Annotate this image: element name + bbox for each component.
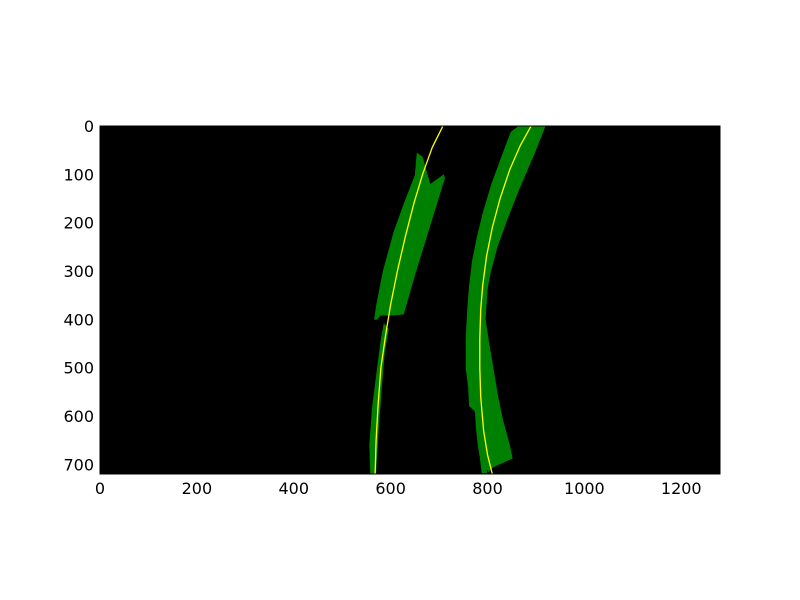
y-tick-label: 700: [63, 455, 94, 474]
x-tick-label: 1000: [564, 479, 605, 498]
plot-background: [100, 126, 720, 474]
right-lane-fit: [479, 125, 532, 475]
x-tick-label: 200: [182, 479, 213, 498]
y-tick-label: 600: [63, 407, 94, 426]
x-tick-label: 600: [375, 479, 406, 498]
y-tick-label: 0: [84, 117, 94, 136]
y-tick-label: 300: [63, 262, 94, 281]
x-tick-label: 400: [278, 479, 309, 498]
lane-fit-lines: [374, 125, 532, 475]
x-tick-label: 800: [472, 479, 503, 498]
y-axis: 0 100 200 300 400 500 600 700: [63, 117, 104, 474]
right-lane-region: [465, 126, 546, 473]
y-tick-label: 400: [63, 310, 94, 329]
plot-area: [99, 125, 721, 475]
y-tick-label: 500: [63, 359, 94, 378]
x-tick-label: 1200: [661, 479, 702, 498]
left-lane-upper-region: [374, 152, 445, 321]
y-tick-label: 200: [63, 214, 94, 233]
x-axis: 0 200 400 600 800 1000 1200: [95, 470, 702, 498]
plot-frame: [99, 125, 721, 475]
left-lane-fit: [374, 125, 444, 475]
x-tick-label: 0: [95, 479, 105, 498]
y-tick-label: 100: [63, 165, 94, 184]
